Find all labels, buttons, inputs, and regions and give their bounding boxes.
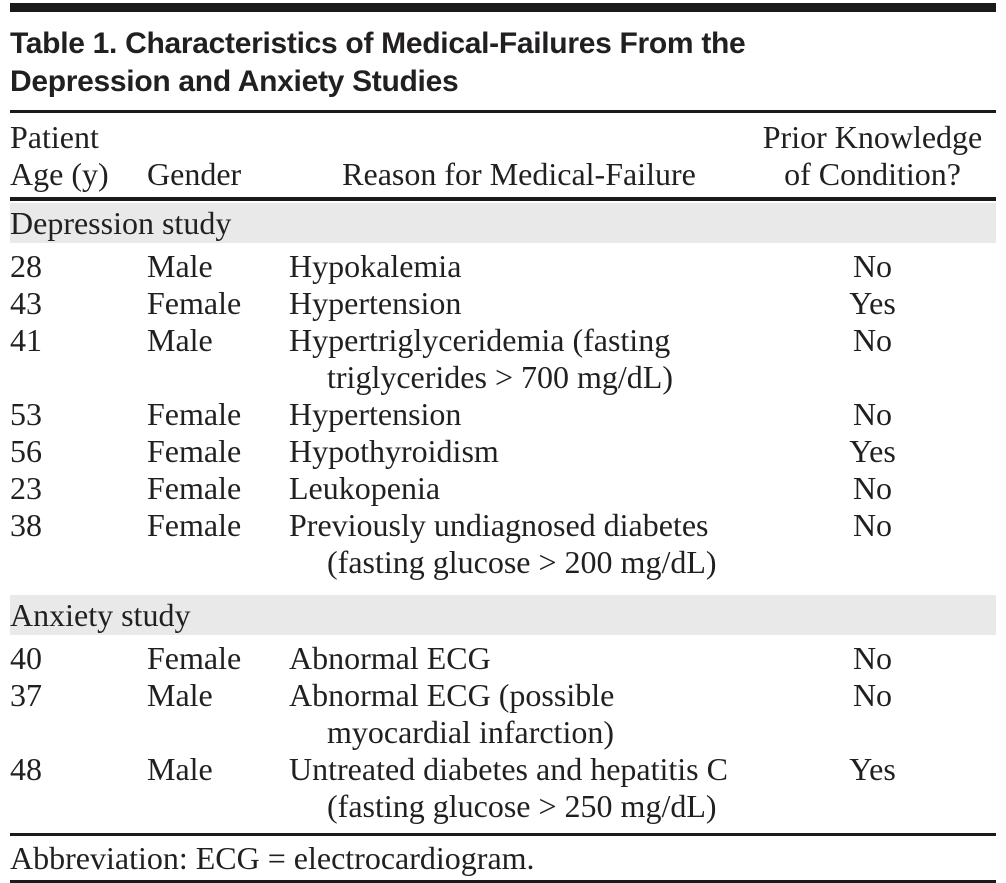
reason-line: Hypertriglyceridemia (fasting (289, 322, 671, 358)
table-body: Depression study 28 Male Hypokalemia No … (10, 203, 996, 833)
gender-cell: Female (147, 396, 242, 432)
prior-knowledge-cell: No (852, 322, 893, 358)
section-band: Depression study (10, 203, 996, 243)
table-row: 28 Male Hypokalemia No (10, 248, 996, 285)
prior-knowledge-cell: No (852, 640, 893, 676)
age-cell: 43 (10, 285, 42, 321)
table-title-line2: Depression and Anxiety Studies (10, 65, 459, 98)
table-title: Table 1. Characteristics of Medical-Fail… (10, 25, 996, 101)
gender-cell: Male (147, 751, 213, 787)
reason-line: Untreated diabetes and hepatitis C (289, 751, 728, 787)
section-band-label: Anxiety study (10, 597, 191, 633)
reason-cell: Hypertriglyceridemia (fasting triglycerid… (289, 322, 749, 396)
abbreviation-footnote: Abbreviation: ECG = electrocardiogram. (10, 840, 535, 876)
prior-knowledge-cell: Yes (849, 751, 896, 787)
gender-cell: Female (147, 640, 242, 676)
prior-knowledge-header-line1: Prior Knowledge (762, 119, 983, 155)
prior-knowledge-cell: No (852, 248, 893, 284)
reason-cell: Abnormal ECG (possible myocardial infarct… (289, 677, 749, 751)
age-cell: 53 (10, 396, 42, 432)
reason-cell: Hypokalemia (289, 248, 749, 285)
section-rows: 28 Male Hypokalemia No 43 Female Hyperte… (10, 243, 996, 589)
gender-cell: Female (147, 285, 242, 321)
prior-knowledge-cell: No (852, 470, 893, 506)
table-row: 41 Male Hypertriglyceridemia (fasting tri… (10, 322, 996, 396)
table-row: 38 Female Previously undiagnosed diabete… (10, 507, 996, 581)
reason-cell: Abnormal ECG (289, 640, 749, 677)
reason-cell: Leukopenia (289, 470, 749, 507)
age-cell: 56 (10, 433, 42, 469)
age-cell: 37 (10, 677, 42, 713)
column-header-reason: Reason for Medical-Failure (342, 156, 696, 192)
gender-cell: Male (147, 677, 213, 713)
reason-line: Hypothyroidism (289, 433, 499, 469)
patient-age-header-line2: Age (y) (10, 156, 109, 192)
header-rule (10, 197, 996, 201)
footnote-rule (10, 833, 996, 836)
gender-cell: Female (147, 507, 242, 543)
column-header-row: Patient Age (y) Gender Reason for Medica… (10, 113, 996, 193)
reason-cell: Hypertension (289, 396, 749, 433)
reason-line: Hypertension (289, 396, 462, 432)
table-row: 23 Female Leukopenia No (10, 470, 996, 507)
table-row: 48 Male Untreated diabetes and hepatitis… (10, 751, 996, 825)
reason-line: (fasting glucose > 250 mg/dL) (327, 788, 717, 824)
gender-cell: Female (147, 433, 242, 469)
age-cell: 28 (10, 248, 42, 284)
reason-cell: Untreated diabetes and hepatitis C (fasti… (289, 751, 749, 825)
section-band-label: Depression study (10, 205, 232, 241)
reason-line: Hypertension (289, 285, 462, 321)
table-row: 40 Female Abnormal ECG No (10, 640, 996, 677)
age-cell: 40 (10, 640, 42, 676)
table-title-line1: Table 1. Characteristics of Medical-Fail… (10, 27, 746, 60)
column-header-prior-knowledge: Prior Knowledge of Condition? (749, 119, 996, 193)
prior-knowledge-header-line2: of Condition? (784, 156, 961, 192)
column-header-gender: Gender (147, 156, 242, 192)
table-row: 56 Female Hypothyroidism Yes (10, 433, 996, 470)
reason-cell: Previously undiagnosed diabetes (fasting … (289, 507, 749, 581)
age-cell: 38 (10, 507, 42, 543)
prior-knowledge-cell: Yes (849, 285, 896, 321)
age-cell: 23 (10, 470, 42, 506)
age-cell: 48 (10, 751, 42, 787)
table-row: 37 Male Abnormal ECG (possible myocardial… (10, 677, 996, 751)
reason-line: myocardial infarction) (327, 714, 614, 750)
reason-cell: Hypertension (289, 285, 749, 322)
reason-line: Previously undiagnosed diabetes (289, 507, 709, 543)
reason-line: (fasting glucose > 200 mg/dL) (327, 544, 717, 580)
reason-line: Hypokalemia (289, 248, 462, 284)
table-row: 43 Female Hypertension Yes (10, 285, 996, 322)
gender-cell: Male (147, 322, 213, 358)
patient-age-header-line1: Patient (10, 119, 99, 155)
title-rule (10, 110, 996, 113)
gender-cell: Male (147, 248, 213, 284)
table-row: 53 Female Hypertension No (10, 396, 996, 433)
reason-line: triglycerides > 700 mg/dL) (327, 359, 673, 395)
section-rows: 40 Female Abnormal ECG No 37 Male Abnorm… (10, 635, 996, 833)
reason-line: Abnormal ECG (289, 640, 491, 676)
prior-knowledge-cell: No (852, 507, 893, 543)
prior-knowledge-cell: No (852, 677, 893, 713)
age-cell: 41 (10, 322, 42, 358)
reason-line: Leukopenia (289, 470, 441, 506)
reason-cell: Hypothyroidism (289, 433, 749, 470)
prior-knowledge-cell: Yes (849, 433, 896, 469)
top-rule-bar (10, 3, 996, 12)
reason-line: Abnormal ECG (possible (289, 677, 615, 713)
gender-cell: Female (147, 470, 242, 506)
section-band: Anxiety study (10, 595, 996, 635)
column-header-patient-age: Patient Age (y) (10, 119, 147, 193)
prior-knowledge-cell: No (852, 396, 893, 432)
